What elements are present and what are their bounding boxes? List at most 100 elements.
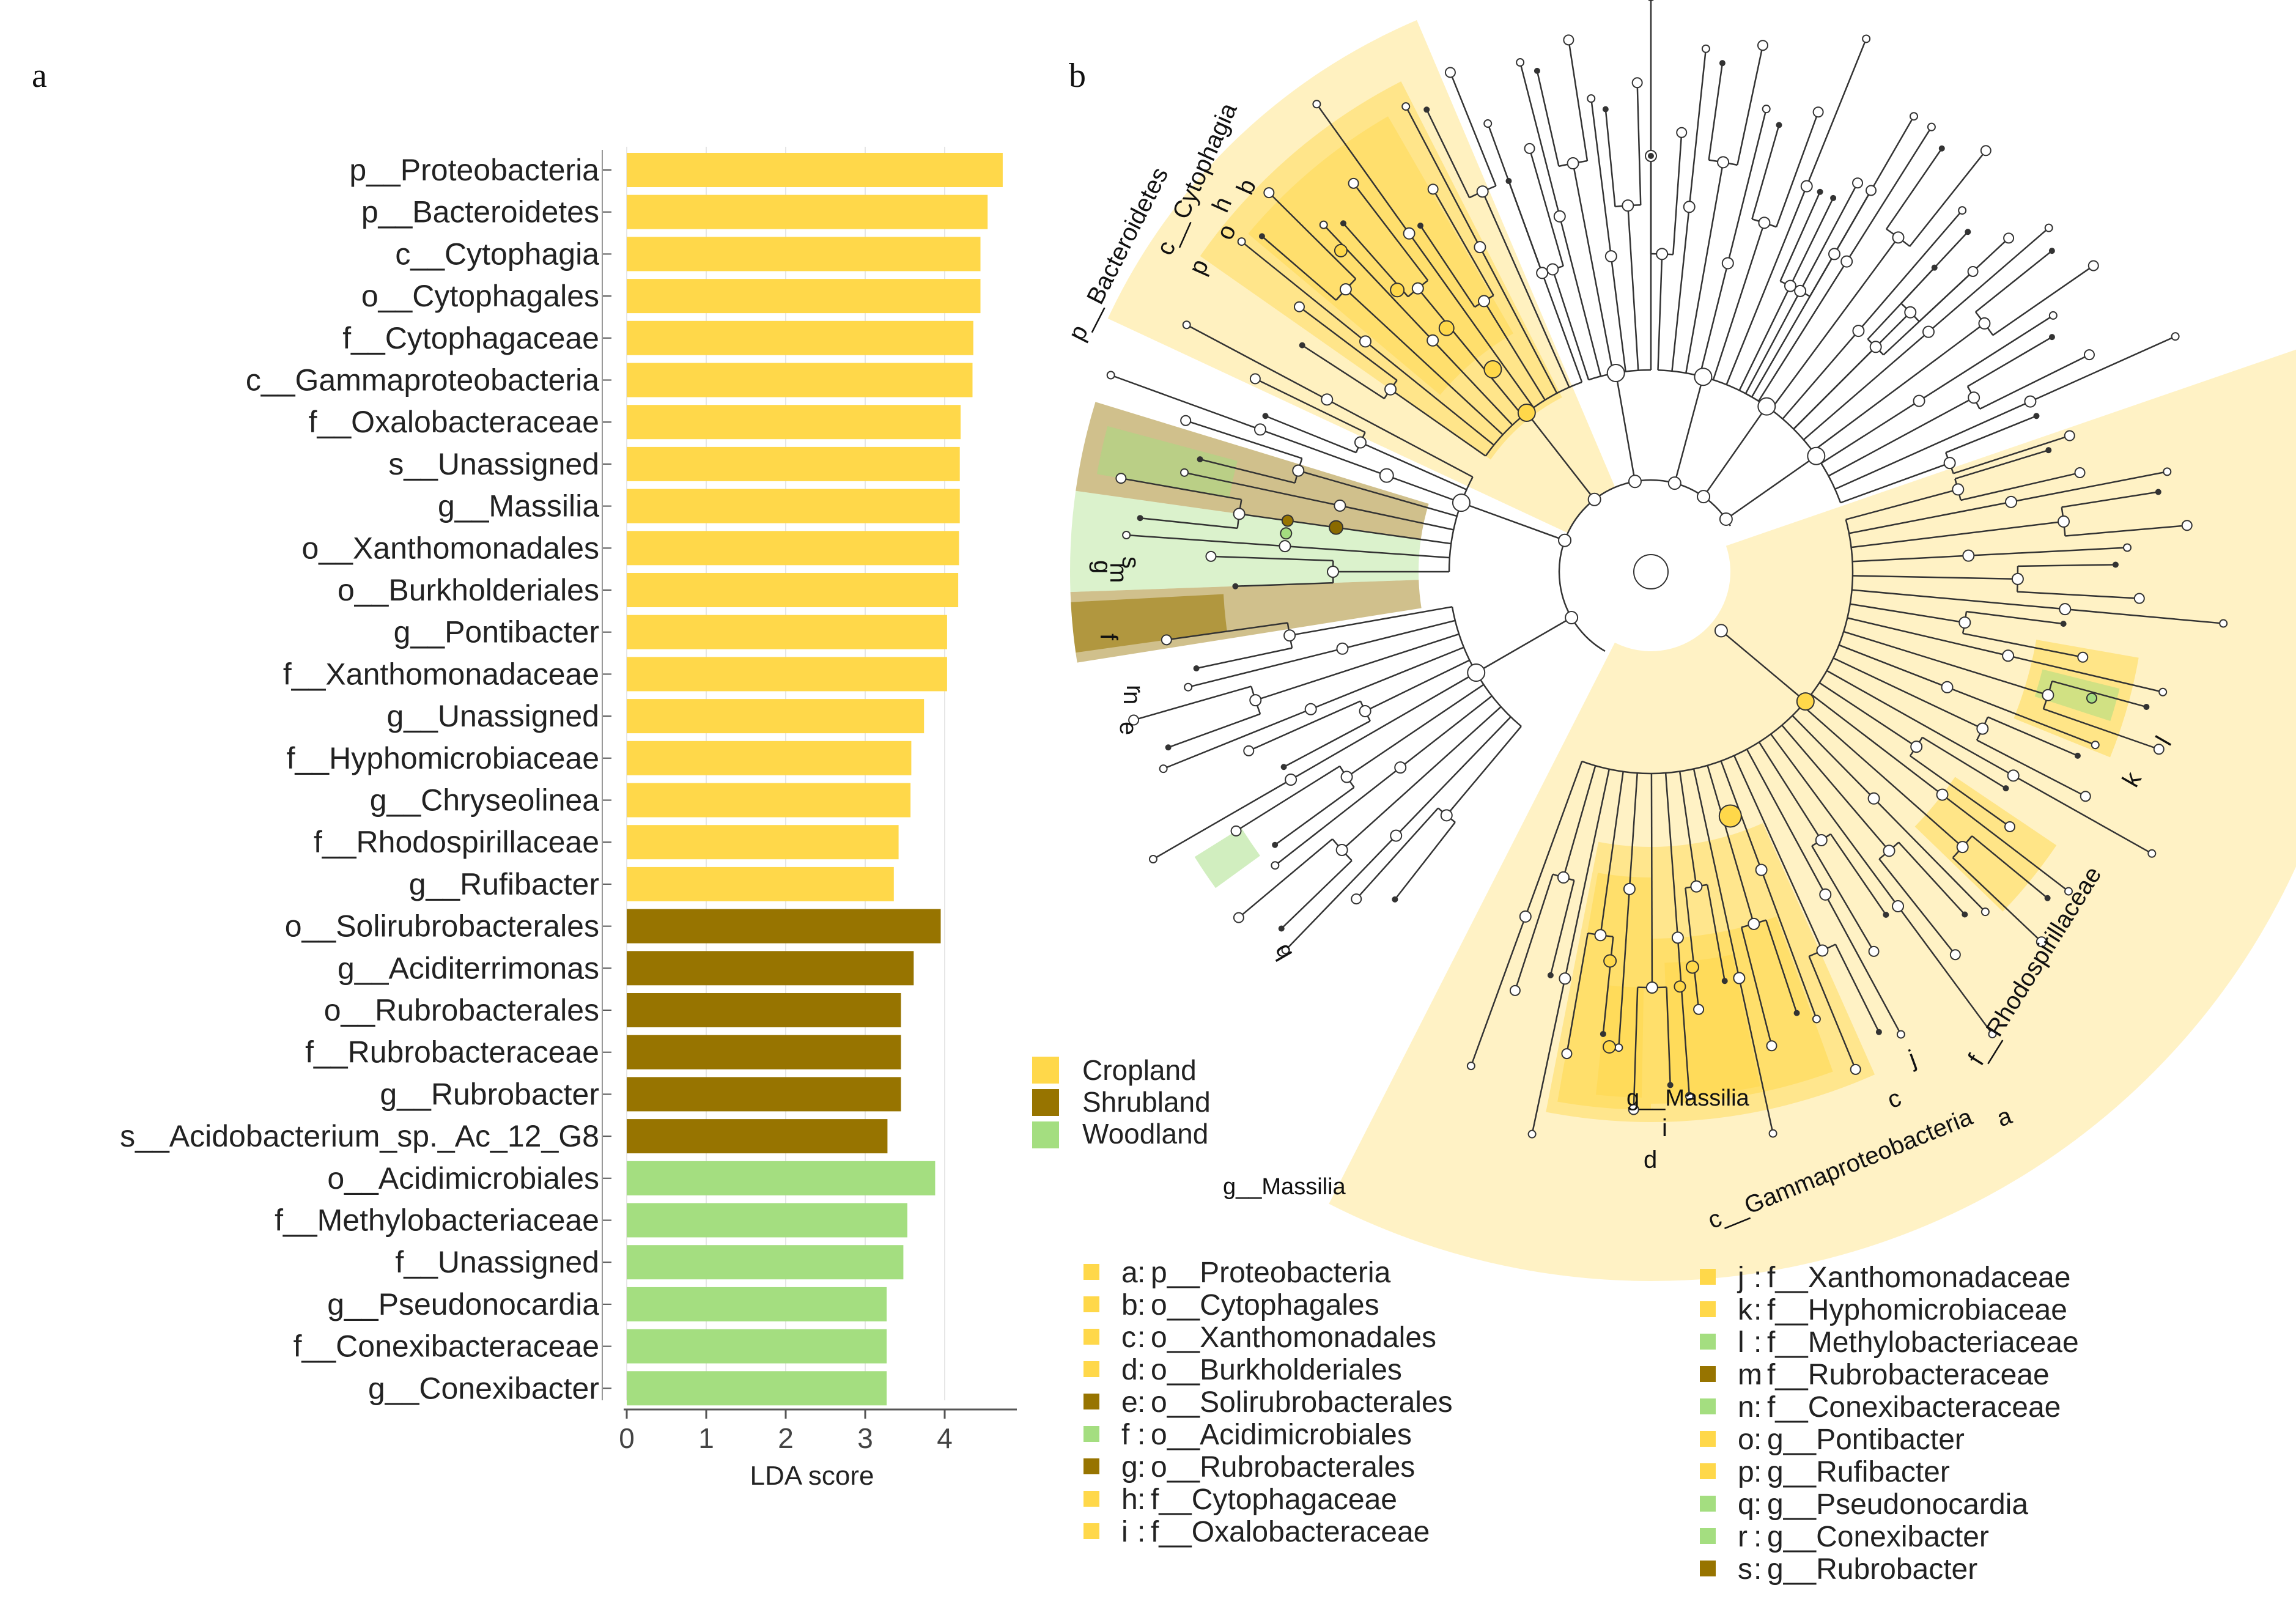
legend-swatch-woodland: [1032, 1121, 1059, 1148]
tree-branch: [1770, 237, 1899, 410]
tree-node: [1913, 394, 1925, 407]
tree-node: [1392, 896, 1398, 903]
tree-node: [2133, 593, 2145, 604]
tree-node: [1348, 177, 1359, 189]
tree-node: [1958, 206, 1967, 215]
tree-node: [2003, 232, 2015, 244]
tree-branch: [1400, 695, 1493, 769]
tree-node: [1866, 185, 1877, 196]
tree-node: [1249, 694, 1262, 707]
tree-branch: [1858, 210, 1963, 331]
key-letter-m: m: [1738, 1359, 1762, 1391]
tree-node: [1161, 634, 1172, 646]
tree-branch: [1968, 547, 2128, 556]
bar-o-cytophagales: [627, 279, 981, 314]
key-taxon-n: f__Conexibacteraceae: [1767, 1391, 2061, 1424]
tree-node: [1701, 44, 1710, 53]
tree-node: [1197, 456, 1203, 463]
key-swatch-d: [1083, 1361, 1099, 1377]
tree-branch: [1954, 449, 2049, 480]
tree-node: [1128, 714, 1140, 726]
tree-branch: [1529, 148, 1564, 267]
tree-node: [2080, 791, 2091, 802]
tree-node: [1293, 301, 1305, 312]
tree-node: [2033, 413, 2040, 419]
category-label: g__Massilia: [438, 489, 599, 523]
category-label: g__Pseudonocardia: [327, 1287, 599, 1321]
tree-branch: [1346, 684, 1485, 778]
tree-branch: [1186, 324, 1327, 401]
tree-branch: [1843, 630, 2048, 696]
tree-arc: [1793, 428, 1842, 503]
category-label: f__Conexibacteraceae: [293, 1329, 599, 1364]
tree-branch: [1365, 341, 1494, 446]
x-tick-label: 4: [937, 1422, 953, 1454]
tree-branch: [1758, 260, 1848, 402]
category-label: g__Rufibacter: [409, 867, 599, 901]
key-taxon-d: o__Burkholderiales: [1151, 1354, 1402, 1386]
tree-node: [1694, 368, 1713, 386]
tree-branch: [2029, 336, 2176, 402]
tree-node: [1285, 774, 1297, 786]
tree-node: [1758, 216, 1771, 229]
tree-branch: [1960, 471, 2080, 501]
tree-branch: [1562, 765, 1596, 878]
tree-branch: [1353, 183, 1429, 281]
tree-branch: [1360, 441, 1467, 490]
bar-g-rufibacter: [627, 866, 894, 901]
tree-node: [1440, 809, 1453, 822]
x-axis-title: LDA score: [750, 1461, 874, 1491]
tree-node: [1869, 341, 1882, 353]
tree-branch: [1289, 606, 1453, 637]
tree-node: [1965, 229, 1971, 235]
tree-node: [2036, 936, 2047, 948]
tree-branch: [1536, 70, 1560, 167]
tree-branch: [1316, 103, 1410, 234]
tree-node: [2007, 769, 2020, 782]
key-swatch-l: [1700, 1334, 1716, 1350]
leaf-letter-g: g: [1089, 560, 1116, 574]
tree-node: [1384, 383, 1397, 396]
tree-node: [1534, 67, 1540, 74]
tree-node: [1237, 237, 1246, 246]
key-letter-h: h: [1121, 1483, 1138, 1516]
tree-node: [1633, 554, 1669, 589]
tree-branch: [1910, 755, 2010, 827]
tree-node: [1587, 94, 1596, 103]
tree-node: [1466, 1062, 1475, 1071]
tree-branch: [1779, 191, 1821, 282]
tree-node: [1547, 972, 1554, 978]
category-label: f__Xanthomonadaceae: [283, 657, 599, 691]
key-letter-o: o: [1738, 1424, 1754, 1456]
tree-node: [1263, 187, 1275, 199]
tree-branch: [1283, 720, 1371, 768]
tree-node: [1180, 468, 1189, 477]
tree-node: [1868, 945, 1880, 957]
key-colon: :: [1137, 1386, 1145, 1419]
key-swatch-c: [1083, 1329, 1099, 1345]
tree-branch: [1255, 378, 1366, 434]
tree-node: [1379, 468, 1394, 483]
tree-branch: [1825, 894, 1902, 1035]
tree-branch: [1395, 716, 1512, 837]
key-letter-l: l: [1738, 1326, 1744, 1359]
sector-cytophagia: [1200, 81, 1562, 460]
tree-node: [1978, 317, 1991, 330]
tree-node: [1553, 210, 1566, 223]
tree-node: [1910, 112, 1918, 121]
bar-o-solirubrobacterales: [627, 909, 941, 944]
tree-branch: [1738, 978, 1774, 1134]
tree-branch: [2065, 608, 2224, 624]
key-letter-e: e: [1121, 1386, 1138, 1419]
panel-b-label: b: [1069, 57, 1086, 95]
key-swatch-g: [1083, 1458, 1099, 1474]
key-swatch-h: [1083, 1491, 1099, 1507]
tree-branch: [1133, 685, 1252, 721]
tree-branch: [1526, 412, 1595, 500]
tree-node: [1614, 1043, 1623, 1052]
tree-node: [1561, 1048, 1573, 1060]
key-colon: :: [1754, 1391, 1762, 1424]
tree-branch: [1953, 435, 2070, 475]
tree-branch: [1928, 227, 2050, 333]
